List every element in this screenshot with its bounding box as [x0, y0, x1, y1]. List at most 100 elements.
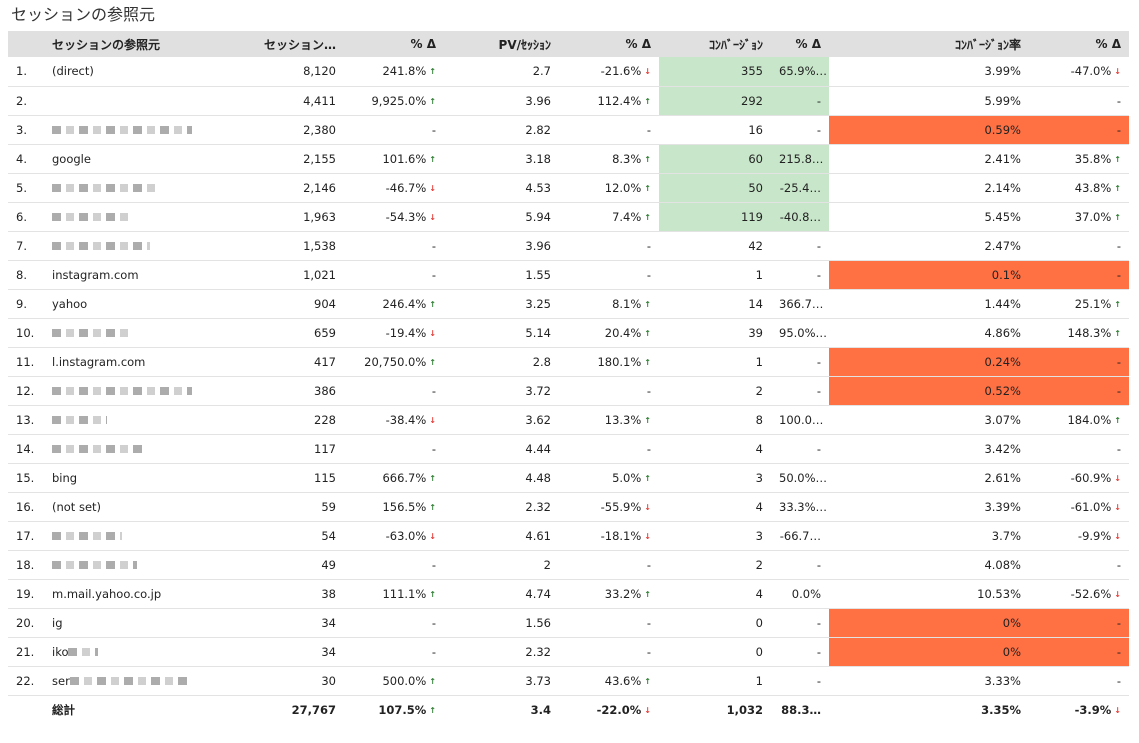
conversions-delta-cell: 65.9%…	[771, 57, 829, 87]
sessions-cell: 1,021	[226, 260, 344, 290]
pv-delta-cell: 5.0% ↑	[559, 463, 659, 493]
conversion-rate-cell: 0%	[829, 608, 1029, 638]
row-index: 8.	[8, 260, 44, 290]
table-row[interactable]: 3. 2,380 - 2.82 - 16 - 0.59% -	[8, 115, 1129, 145]
redacted-referrer	[52, 561, 137, 569]
sessions-delta-cell: -	[344, 115, 444, 145]
sessions-delta-cell-value: 9,925.0%	[371, 93, 427, 108]
conversions-cell: 8	[659, 405, 771, 435]
total-rate-delta-value: -3.9%	[1074, 703, 1112, 718]
pv-delta-cell-value: -18.1%	[600, 528, 642, 543]
row-index-value: 5.	[16, 180, 27, 195]
conversion-rate-delta-cell: -52.6% ↓	[1029, 579, 1129, 609]
conversions-delta-cell: -	[771, 637, 829, 667]
table-header-row: セッションの参照元 セッション… % Δ PV/ｾｯｼｮﾝ % Δ ｺﾝﾊﾞｰｼ…	[8, 31, 1129, 57]
referrer-cell-value: instagram.com	[52, 267, 139, 282]
table-row[interactable]: 2. 4,411 9,925.0% ↑ 3.96 112.4% ↑ 292-5.99% -	[8, 86, 1129, 116]
conversion-rate-cell-value: 2.41%	[984, 151, 1021, 166]
table-row[interactable]: 22. ser 30 500.0% ↑ 3.73 43.6% ↑ 1-3.33% -	[8, 666, 1129, 696]
arrow-down-icon: ↓	[429, 415, 436, 425]
table-row[interactable]: 12. 386 - 3.72 - 2 - 0.52% -	[8, 376, 1129, 406]
table-row[interactable]: 19. m.mail.yahoo.co.jp 38 111.1% ↑ 4.74 33.2% ↑…	[8, 579, 1129, 609]
table-row[interactable]: 14. 117 - 4.44 - 4 - 3.42% -	[8, 434, 1129, 464]
sessions-cell: 54	[226, 521, 344, 551]
pv-delta-cell-value: -	[646, 557, 651, 572]
sessions-cell-value: 34	[321, 644, 336, 659]
conversions-cell-value: 3	[755, 528, 763, 543]
conversion-rate-delta-cell: -	[1029, 86, 1129, 116]
header-pv-per-session[interactable]: PV/ｾｯｼｮﾝ	[444, 31, 559, 57]
arrow-up-icon: ↑	[429, 96, 436, 106]
sessions-cell: 30	[226, 666, 344, 696]
table-row[interactable]: 1. (direct) 8,120 241.8% ↑ 2.7 -21.6% ↓ 355 65.9%…	[8, 57, 1129, 87]
referrer-cell	[44, 550, 226, 580]
table-row[interactable]: 18. 49 - 2 - 2 - 4.08% -	[8, 550, 1129, 580]
conversion-rate-cell: 0.59%	[829, 115, 1029, 145]
row-index-value: 20.	[16, 615, 35, 630]
arrow-down-icon: ↓	[1114, 706, 1121, 716]
sessions-delta-cell-value: 20,750.0%	[364, 354, 427, 369]
conversion-rate-cell: 0.24%	[829, 347, 1029, 377]
sessions-cell: 117	[226, 434, 344, 464]
header-pv-delta[interactable]: % Δ	[559, 31, 659, 57]
referrer-cell: l.instagram.com	[44, 347, 226, 377]
table-row[interactable]: 9. yahoo 904 246.4% ↑ 3.25 8.1% ↑ 14 366.7… 1.44% 2…	[8, 289, 1129, 319]
pv-cell: 3.73	[444, 666, 559, 696]
conversions-delta-cell-value: -	[816, 267, 821, 282]
conversions-delta-cell-value: 33.3%…	[779, 499, 828, 514]
conversions-delta-cell: 215.8…	[771, 144, 829, 174]
header-sessions[interactable]: セッション…	[226, 31, 344, 57]
conversion-rate-cell: 0%	[829, 637, 1029, 667]
referrer-cell: iko	[44, 637, 226, 667]
conversion-rate-delta-cell-value: 148.3%	[1067, 325, 1112, 340]
pv-delta-cell: -21.6% ↓	[559, 57, 659, 87]
header-conversions-delta[interactable]: % Δ	[771, 31, 829, 57]
header-conversion-rate[interactable]: ｺﾝﾊﾞｰｼﾞｮﾝ率	[829, 31, 1029, 57]
sessions-cell: 49	[226, 550, 344, 580]
table-row[interactable]: 20. ig 34 - 1.56 - 0 - 0% -	[8, 608, 1129, 638]
table-row[interactable]: 10. 659 -19.4% ↓ 5.14 20.4% ↑ 39 95.0%… 4.86% 148.…	[8, 318, 1129, 348]
arrow-up-icon: ↑	[1114, 154, 1121, 164]
table-row[interactable]: 7. 1,538 - 3.96 - 42 - 2.47% -	[8, 231, 1129, 261]
referrer-cell: instagram.com	[44, 260, 226, 290]
conversions-cell: 292	[659, 86, 771, 116]
table-row[interactable]: 21. iko 34 - 2.32 - 0 - 0% -	[8, 637, 1129, 667]
sessions-cell-value: 1,538	[303, 238, 336, 253]
conversions-delta-cell: 100.0…	[771, 405, 829, 435]
header-conversion-rate-delta[interactable]: % Δ	[1029, 31, 1129, 57]
header-sessions-delta[interactable]: % Δ	[344, 31, 444, 57]
conversion-rate-delta-cell: -47.0% ↓	[1029, 57, 1129, 87]
conversion-rate-delta-cell-value: -	[1116, 383, 1121, 398]
sessions-cell: 59	[226, 492, 344, 522]
redacted-referrer	[52, 532, 122, 540]
pv-cell-value: 5.14	[525, 325, 551, 340]
header-referrer[interactable]: セッションの参照元	[44, 31, 226, 57]
row-index: 3.	[8, 115, 44, 145]
row-index: 21.	[8, 637, 44, 667]
table-row[interactable]: 5. 2,146 -46.7% ↓ 4.53 12.0% ↑ 50 -25.4… 2.14% 43.…	[8, 173, 1129, 203]
row-index: 20.	[8, 608, 44, 638]
total-conversion-rate: 3.35%	[981, 703, 1021, 718]
table-row[interactable]: 16. (not set) 59 156.5% ↑ 2.32 -55.9% ↓ 4 33.3%… 3…	[8, 492, 1129, 522]
conversions-cell: 119	[659, 202, 771, 232]
table-row[interactable]: 11. l.instagram.com 417 20,750.0% ↑ 2.8 180.1%…	[8, 347, 1129, 377]
conversion-rate-delta-cell: -9.9% ↓	[1029, 521, 1129, 551]
conversion-rate-cell-value: 0.1%	[991, 267, 1021, 282]
conversions-cell: 1	[659, 666, 771, 696]
referrer-cell-value: iko	[52, 644, 69, 659]
arrow-up-icon: ↑	[429, 299, 436, 309]
table-row[interactable]: 4. google 2,155 101.6% ↑ 3.18 8.3% ↑ 60 215.8… 2.4…	[8, 144, 1129, 174]
referrer-cell-value: yahoo	[52, 296, 88, 311]
conversion-rate-cell: 2.61%	[829, 463, 1029, 493]
conversions-delta-cell: -	[771, 86, 829, 116]
conversions-delta-cell-value: 65.9%…	[779, 64, 828, 79]
conversions-delta-cell: -	[771, 376, 829, 406]
table-row[interactable]: 17. 54 -63.0% ↓ 4.61 -18.1% ↓ 3 -66.7… 3.7% -9.9% ↓	[8, 521, 1129, 551]
pv-cell-value: 1.56	[525, 615, 551, 630]
table-row[interactable]: 8. instagram.com 1,021 - 1.55 - 1 - 0.1% -	[8, 260, 1129, 290]
table-row[interactable]: 15. bing 115 666.7% ↑ 4.48 5.0% ↑ 3 50.0%… 2.61% -6…	[8, 463, 1129, 493]
table-row[interactable]: 6. 1,963 -54.3% ↓ 5.94 7.4% ↑ 119 -40.8… 5.45% 37.…	[8, 202, 1129, 232]
header-conversions[interactable]: ｺﾝﾊﾞｰｼﾞｮﾝ	[659, 31, 771, 57]
conversion-rate-delta-cell-value: 35.8%	[1074, 151, 1112, 166]
table-row[interactable]: 13. 228 -38.4% ↓ 3.62 13.3% ↑ 8 100.0… 3.07% 184.0…	[8, 405, 1129, 435]
